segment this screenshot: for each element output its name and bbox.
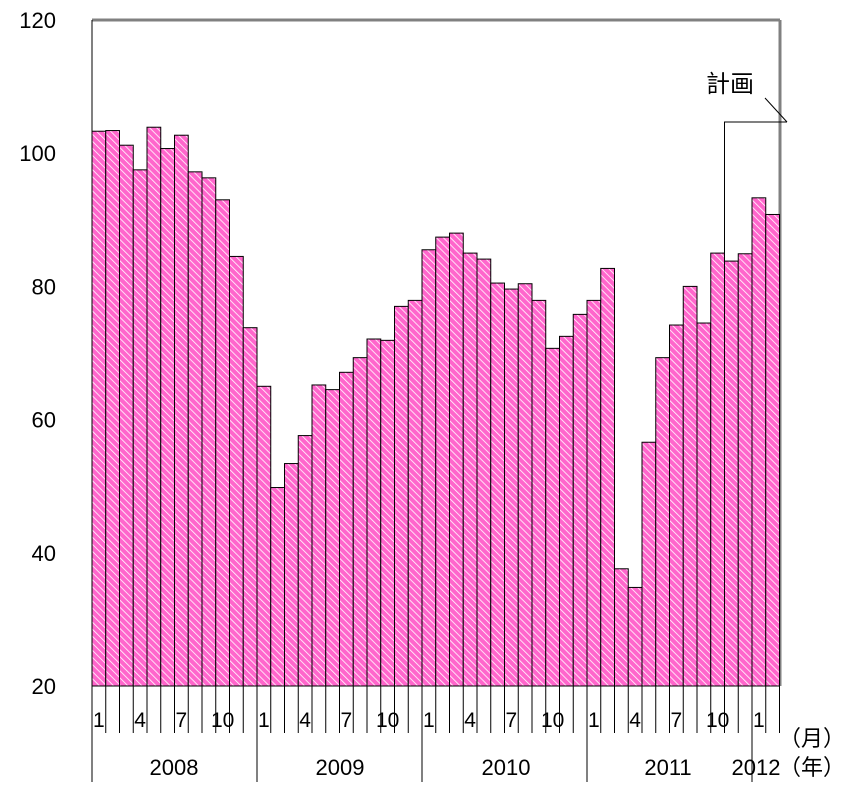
bar-2011-08 [682,285,698,687]
y-tick-label: 100 [19,141,56,166]
month-tick-label: 7 [176,709,188,732]
bar-2009-11 [394,305,409,687]
bar-2010-11 [559,335,574,687]
bar-2008-02 [105,130,120,687]
bar-2008-08 [187,171,203,687]
month-tick-label: 1 [423,709,435,732]
month-tick-label: 10 [211,709,234,732]
bar-2008-01 [91,130,107,687]
bar-2010-03 [449,232,464,687]
year-label: 2009 [316,755,365,780]
bar-2010-07 [504,288,519,687]
year-unit-label: （年） [779,755,845,780]
bar-2009-10 [380,339,395,687]
year-label: 2012 [732,755,781,780]
month-tick-label: 10 [706,709,729,732]
plan-leader [764,97,788,123]
bar-2009-06 [325,389,340,687]
bar-2010-01 [421,249,437,687]
month-tick-label: 1 [258,709,270,732]
bar-2012-02 [765,213,780,687]
year-label: 2008 [150,755,199,780]
y-tick-label: 60 [32,408,56,433]
month-unit-label: （月） [779,726,845,751]
bar-2009-12 [407,299,423,687]
y-tick-label: 80 [32,274,56,299]
month-tick-label: 4 [134,709,146,732]
bar-2009-05 [311,384,327,687]
bar-2011-06 [655,357,670,687]
bar-2008-12 [242,327,258,687]
bar-2009-02 [270,487,285,687]
bar-2009-09 [366,338,382,687]
bar-2010-06 [490,282,505,687]
bar-2008-06 [160,148,175,687]
bar-2011-12 [737,253,753,687]
bar-2008-11 [229,255,244,687]
bar-2009-01 [256,385,272,687]
month-tick-label: 1 [753,709,765,732]
bar-2008-03 [119,144,134,687]
y-tick-label: 120 [19,8,56,33]
bar-2011-01 [586,299,602,687]
bar-2008-07 [174,134,189,687]
y-tick-label: 20 [32,674,56,699]
bar-2010-10 [545,347,560,687]
bar-2008-10 [215,199,230,687]
bar-2010-12 [572,313,588,687]
bar-2009-08 [352,357,368,687]
month-tick-label: 7 [671,709,683,732]
bar-2011-11 [724,260,739,687]
year-label: 2010 [482,755,531,780]
bar-2009-07 [339,371,354,687]
month-tick-label: 10 [376,709,399,732]
month-tick-label: 1 [588,709,600,732]
bar-2011-07 [669,324,684,687]
bar-2009-04 [297,435,313,687]
month-tick-label: 10 [541,709,564,732]
bar-2010-05 [476,258,492,687]
bar-2008-05 [146,126,162,687]
bar-2010-08 [517,283,533,687]
bar-2011-02 [600,267,615,687]
year-label: 2011 [644,755,691,780]
bar-2011-09 [696,322,712,687]
bar-2010-02 [435,236,450,687]
y-tick-label: 40 [32,541,56,566]
bar-2011-04 [627,586,643,687]
month-tick-label: 7 [506,709,518,732]
plan-bracket [724,121,787,686]
bar-2012-01 [751,197,767,687]
bar-2010-04 [462,252,478,687]
month-tick-label: 7 [341,709,353,732]
bar-2011-10 [710,252,725,687]
bar-2009-03 [284,463,299,687]
month-tick-label: 4 [464,709,476,732]
month-tick-label: 1 [93,709,105,732]
bar-2008-04 [132,169,148,687]
plan-label: 計画 [706,71,754,98]
month-tick-label: 4 [629,709,641,732]
bar-2010-09 [531,299,547,687]
bar-2011-03 [614,568,629,687]
bar-2008-09 [201,177,217,687]
month-tick-label: 4 [299,709,311,732]
bar-2011-05 [641,441,657,687]
